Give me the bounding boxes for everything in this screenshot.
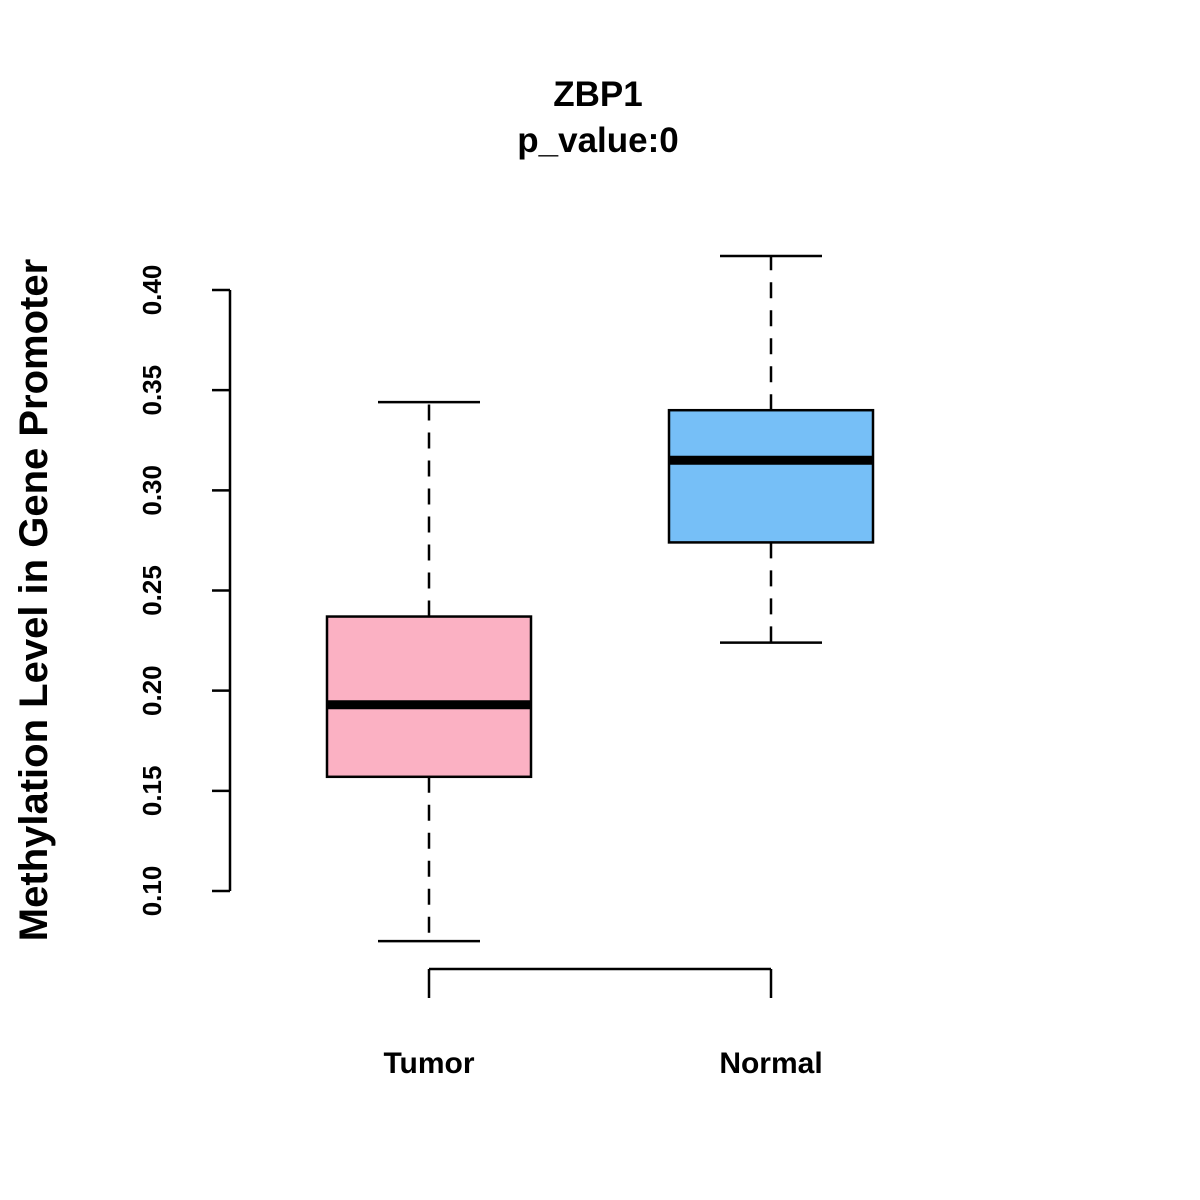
chart-subtitle: p_value:0 xyxy=(517,121,678,160)
y-tick-label: 0.40 xyxy=(137,265,167,316)
y-tick-label: 0.20 xyxy=(137,665,167,716)
y-tick-label: 0.15 xyxy=(137,766,167,817)
interquartile-box xyxy=(325,615,533,779)
chart-title: ZBP1 xyxy=(553,75,642,114)
x-category-label: Normal xyxy=(719,1047,822,1080)
y-tick-label: 0.35 xyxy=(137,365,167,416)
y-tick-label: 0.25 xyxy=(137,565,167,616)
interquartile-box xyxy=(667,408,875,544)
box-tumor xyxy=(325,400,533,943)
box-normal xyxy=(667,254,875,644)
boxes-group xyxy=(325,254,875,943)
x-category-label: Tumor xyxy=(383,1047,474,1080)
y-axis-label: Methylation Level in Gene Promoter xyxy=(12,259,56,941)
x-axis: Tumor Normal xyxy=(383,967,823,1080)
y-axis: 0.10 0.15 0.20 0.25 0.30 0.35 0.40 xyxy=(137,265,232,917)
y-tick-label: 0.30 xyxy=(137,465,167,516)
y-tick-label: 0.10 xyxy=(137,866,167,917)
